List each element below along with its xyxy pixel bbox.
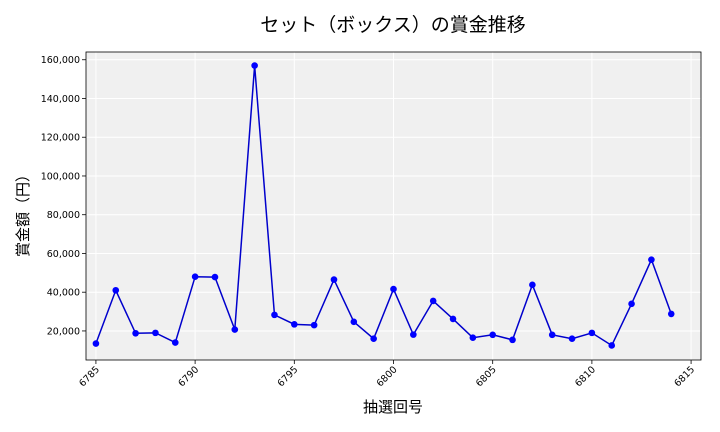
data-point xyxy=(648,256,655,263)
y-tick-label: 160,000 xyxy=(41,55,80,66)
data-point xyxy=(608,342,616,349)
data-point xyxy=(568,335,576,342)
y-tick-label: 140,000 xyxy=(41,94,80,105)
data-point xyxy=(92,340,100,347)
x-tick-label: 6805 xyxy=(474,364,499,389)
data-point xyxy=(390,285,397,293)
data-point xyxy=(548,331,556,339)
data-point xyxy=(171,339,179,346)
data-point xyxy=(667,310,675,318)
data-point xyxy=(231,326,239,333)
x-tick-label: 6810 xyxy=(573,364,598,389)
data-point xyxy=(350,318,358,326)
x-tick-label: 6815 xyxy=(672,364,697,389)
data-point xyxy=(152,329,159,337)
y-tick-label: 100,000 xyxy=(41,171,80,182)
data-point xyxy=(529,281,536,289)
data-point xyxy=(628,300,635,308)
y-tick-label: 20,000 xyxy=(47,326,80,337)
data-point xyxy=(251,62,258,69)
x-tick-label: 6790 xyxy=(176,364,201,389)
data-point xyxy=(429,297,437,305)
data-point xyxy=(489,331,496,339)
plot-frame xyxy=(85,51,702,361)
data-point xyxy=(410,331,417,338)
data-point xyxy=(191,273,199,281)
y-tick-label: 60,000 xyxy=(47,249,80,260)
data-point xyxy=(370,335,377,342)
x-tick-label: 6800 xyxy=(375,364,400,389)
y-tick-label: 120,000 xyxy=(41,133,80,144)
grid-lines xyxy=(86,52,701,360)
series-line xyxy=(95,65,672,347)
data-point xyxy=(469,334,477,342)
data-point xyxy=(330,276,338,283)
data-point xyxy=(449,315,457,323)
data-point xyxy=(291,321,298,328)
data-point xyxy=(310,321,318,329)
x-tick-label: 6785 xyxy=(77,364,102,389)
data-point xyxy=(509,336,516,344)
x-axis-label: 抽選回号 xyxy=(363,398,423,416)
chart-title: セット（ボックス）の賞金推移 xyxy=(260,14,525,36)
y-tick-label: 40,000 xyxy=(47,288,80,299)
data-point xyxy=(112,286,120,294)
data-point xyxy=(588,329,596,337)
y-axis-label: 賞金額（円） xyxy=(14,167,32,257)
x-tick-label: 6795 xyxy=(276,364,301,389)
data-point xyxy=(271,311,278,319)
y-tick-label: 80,000 xyxy=(47,210,80,221)
data-point xyxy=(211,273,219,281)
series-group xyxy=(92,62,675,349)
data-point xyxy=(132,329,139,337)
